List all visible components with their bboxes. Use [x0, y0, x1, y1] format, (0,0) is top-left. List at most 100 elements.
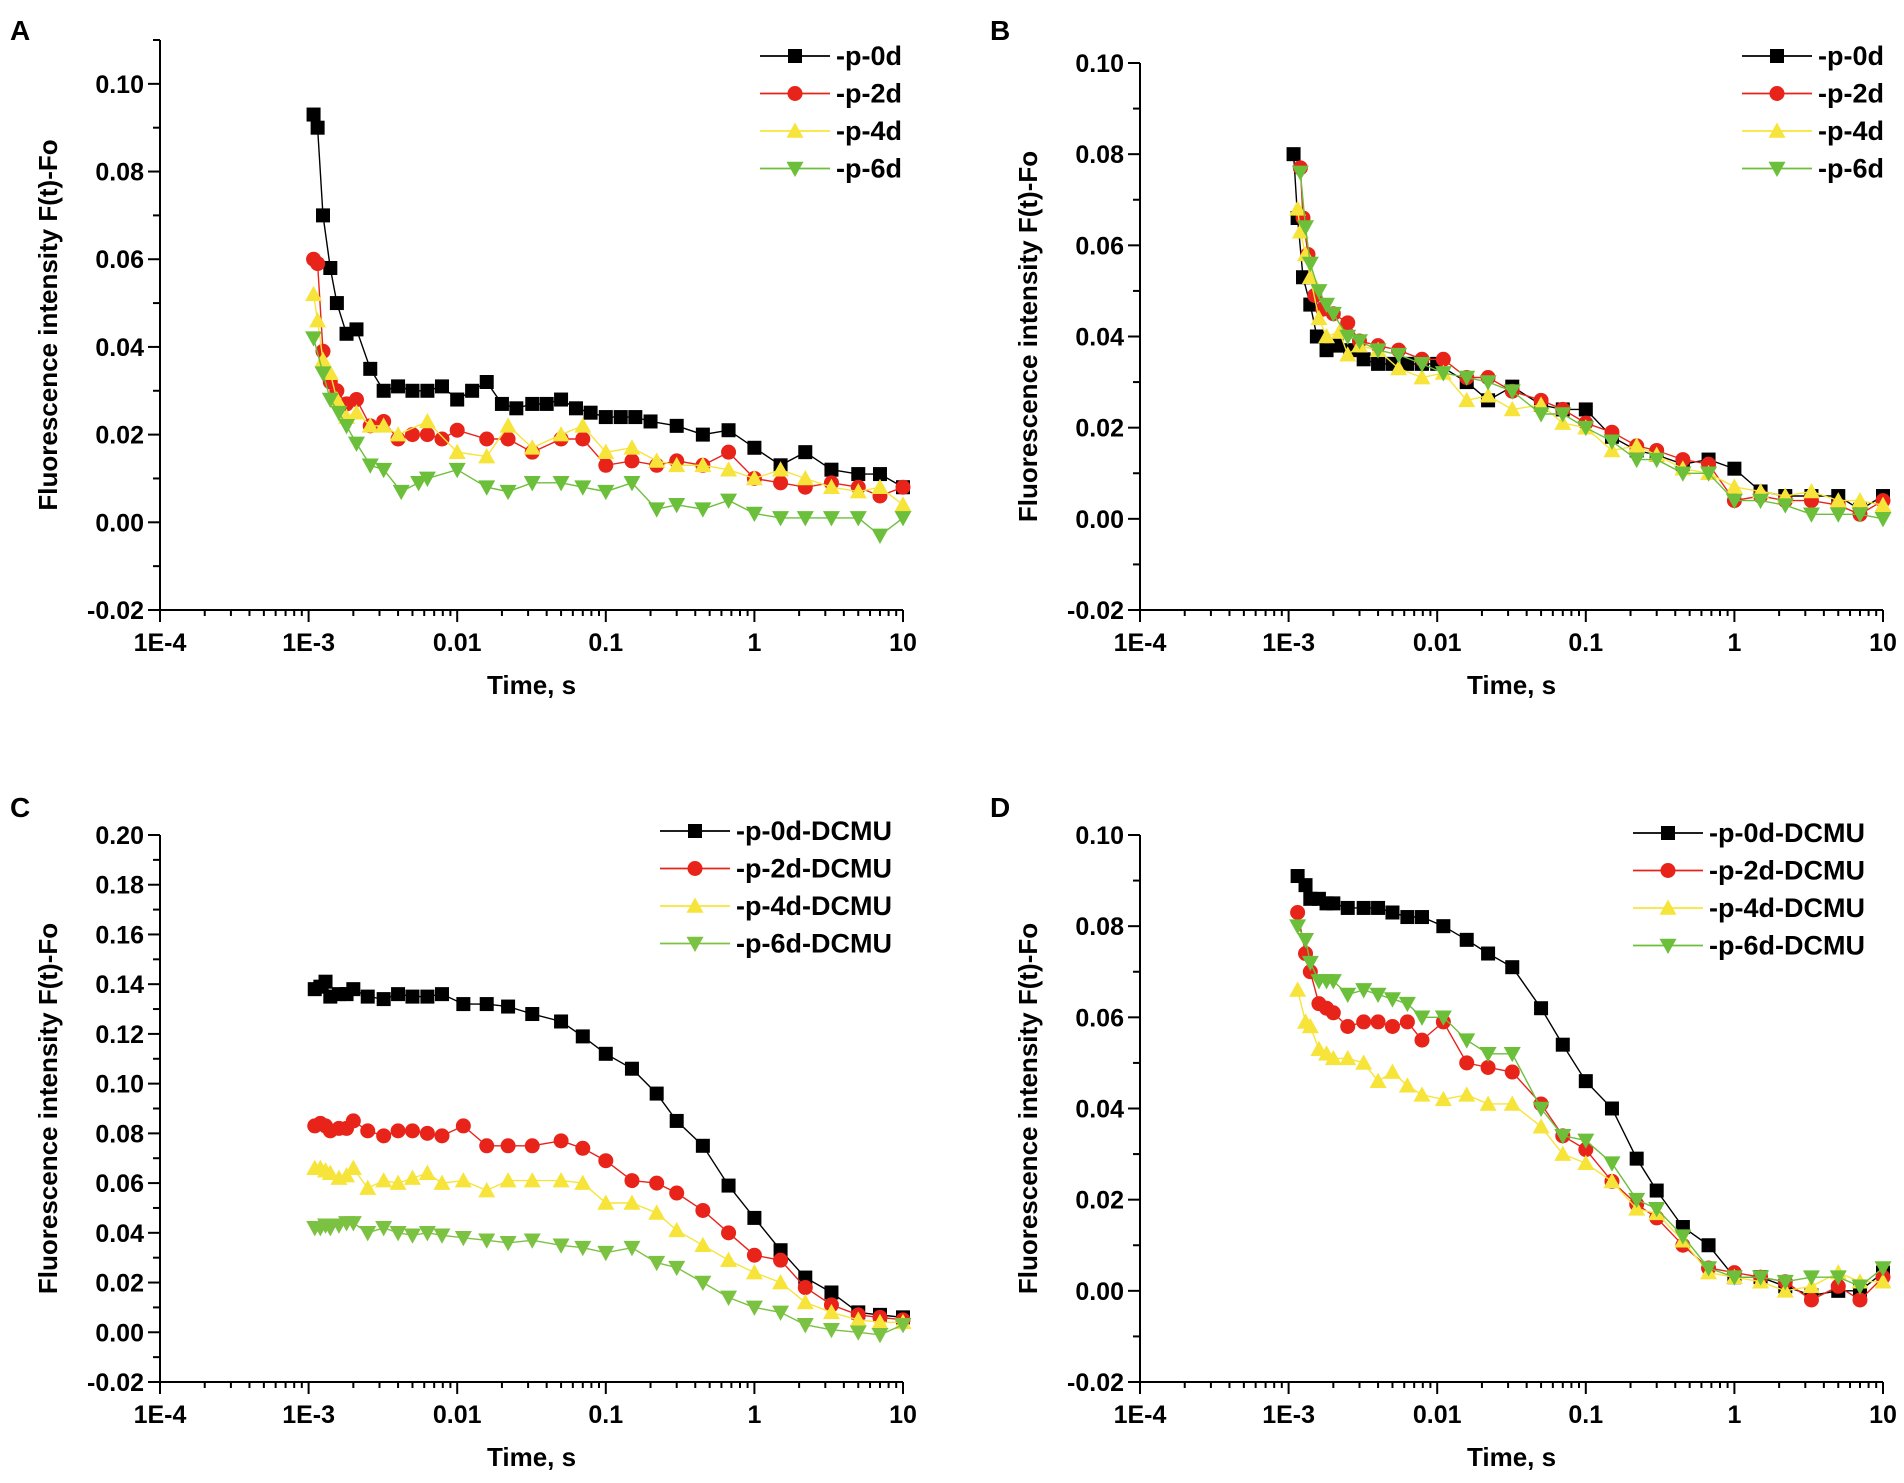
panel-d-series-0-point — [1604, 1101, 1619, 1116]
panel-c-series-3-point — [454, 1230, 472, 1247]
panel-b-series-3-point — [1291, 165, 1309, 181]
panel-b-series-3-point — [1802, 507, 1820, 523]
panel-a-series-0-point — [851, 467, 866, 482]
panel-b-y-tick-label: 0.00 — [1075, 506, 1124, 534]
panel-c-x-tick-label: 0.1 — [588, 1401, 623, 1429]
panel-d-series-3-point — [1802, 1270, 1820, 1286]
panel-b-series-1-line — [1299, 167, 1884, 516]
panel-c-x-axis-title: Time, s — [487, 1442, 576, 1472]
panel-b-series-3-point — [1829, 507, 1847, 523]
panel-b-series-3-point — [1369, 343, 1387, 359]
panel-b-x-axis-title: Time, s — [1467, 670, 1556, 700]
panel-a-series-1-point — [895, 479, 911, 495]
panel-a-series-3-point — [745, 506, 763, 523]
panel-d-y-axis-title: Fluorescence intensity F(t)-Fo — [1013, 923, 1043, 1294]
panel-c-series-0-point — [598, 1046, 613, 1061]
panel-a-series-2-point — [499, 417, 517, 433]
panel-a-series-3-point — [392, 484, 410, 501]
panel-c-series-1-point — [360, 1123, 376, 1139]
panel-d-series-2-point — [1324, 1049, 1342, 1066]
panel-d-series-3-point — [1851, 1279, 1869, 1295]
panel-a: A -0.02 0.00 0.02 0.04 0.06 0.08 0.10 1E-4 1E-3 0.… — [10, 15, 917, 700]
panel-a-series-3-point — [623, 476, 641, 492]
panel-a-series-0-point — [798, 445, 813, 460]
panel-a-series-2-point — [822, 478, 840, 495]
panel-b-series-2-point — [1339, 346, 1357, 362]
panel-c-series-1-point — [553, 1133, 569, 1149]
panel-b-series-2-point — [1874, 496, 1892, 512]
panel-c-series-1-point — [524, 1138, 540, 1154]
panel-d-series-3-point — [1369, 987, 1387, 1004]
panel-c-series-2-point — [359, 1179, 377, 1195]
panel-c-series-0-point — [721, 1178, 736, 1193]
panel-b-legend-label-1: -p-2d — [1818, 79, 1884, 109]
panel-a-series-2-point — [849, 483, 867, 499]
panel-a-series-1-point — [575, 431, 591, 447]
panel-c-y-tick-label: 0.20 — [95, 822, 144, 850]
panel-a-x-tick-label: 10 — [889, 629, 917, 657]
panel-c-series-0-point — [525, 1007, 540, 1022]
panel-c-series-0-point — [695, 1138, 710, 1153]
panel-d-series-0-point — [1356, 900, 1371, 915]
panel-a-series-0-point — [872, 467, 887, 482]
panel-a-series-2-point — [478, 448, 496, 464]
panel-a-x-axis-title: Time, s — [487, 670, 576, 700]
panel-a-series-0-point — [494, 396, 509, 411]
panel-c-series-0-point — [346, 982, 361, 997]
panel-a-series-1-point — [598, 457, 614, 473]
panel-c-series-3-point — [894, 1318, 912, 1334]
panel-d-series-3-point — [1413, 1010, 1431, 1026]
panel-a-series-3-point — [796, 511, 814, 527]
panel-c-series-3-point — [523, 1233, 541, 1249]
panel-d-series-3-point — [1339, 987, 1357, 1004]
panel-b-series-2-point — [1301, 268, 1319, 285]
panel-a-y-tick-label: 0.04 — [95, 334, 144, 362]
panel-d-legend-marker-3 — [1659, 938, 1677, 954]
panel-a-series-2-point — [375, 417, 393, 433]
panel-b-series-3-point — [1434, 366, 1452, 382]
panel-d-series-3-point — [1776, 1274, 1794, 1291]
panel-a-series-3 — [305, 331, 912, 544]
panel-d-series-3-point — [1289, 919, 1307, 935]
panel-a-series-1-point — [721, 444, 737, 460]
panel-a-series-3-point — [321, 392, 339, 409]
panel-b-series-3-point — [1752, 493, 1770, 510]
panel-c-series-1-point — [500, 1138, 516, 1154]
panel-a-series-0-point — [391, 379, 406, 394]
panel-d-series-2-point — [1577, 1154, 1595, 1170]
panel-a-series-0-point — [323, 261, 338, 275]
panel-c-series-0 — [307, 974, 910, 1325]
panel-d-series-3-point — [1554, 1129, 1572, 1145]
panel-c-series-3-point — [849, 1325, 867, 1341]
panel-d-series-1-point — [1356, 1014, 1372, 1030]
panel-c-x-tick-label: 1 — [747, 1401, 761, 1429]
panel-d-x-tick-label: 0.01 — [1413, 1401, 1462, 1429]
panel-a-series-0-point — [539, 396, 554, 411]
panel-c-x-tick-label: 1E-3 — [282, 1401, 335, 1429]
panel-a-series-0-point — [310, 120, 325, 135]
panel-d-series-0-point — [1629, 1151, 1644, 1166]
panel-d-series-3-point — [1434, 1010, 1452, 1026]
panel-b-series-1-point — [1435, 351, 1451, 367]
panel-c-legend-entry-2: -p-4d-DCMU — [660, 891, 892, 921]
panel-a-legend-entry-2: -p-4d — [760, 116, 902, 146]
panel-a-legend-marker-0 — [788, 49, 802, 63]
panel-c-series-0-point — [434, 987, 449, 1002]
panel-d-series-2-point — [1398, 1077, 1416, 1093]
panel-d-letter: D — [990, 792, 1010, 823]
panel-d-series-2-point — [1554, 1145, 1572, 1161]
panel-a-series-2-point — [523, 439, 541, 455]
panel-d-legend-label-2: -p-4d-DCMU — [1709, 893, 1865, 923]
panel-b-series-1-point — [1675, 452, 1691, 468]
panel-c-series-0-point — [376, 992, 391, 1007]
panel-d-series-1-point — [1504, 1064, 1520, 1080]
panel-d-y-tick-label: 0.00 — [1075, 1278, 1124, 1306]
panel-d-series-0-point — [1326, 896, 1341, 911]
panel-b-series-3-point — [1458, 370, 1476, 387]
panel-c-series-2-point — [694, 1236, 712, 1253]
panel-a-series-3-point — [648, 502, 666, 518]
panel-d-series-1 — [1290, 904, 1891, 1308]
panel-a-series-3-point — [822, 511, 840, 527]
panel-a-y-tick-label: 0.08 — [95, 159, 144, 187]
